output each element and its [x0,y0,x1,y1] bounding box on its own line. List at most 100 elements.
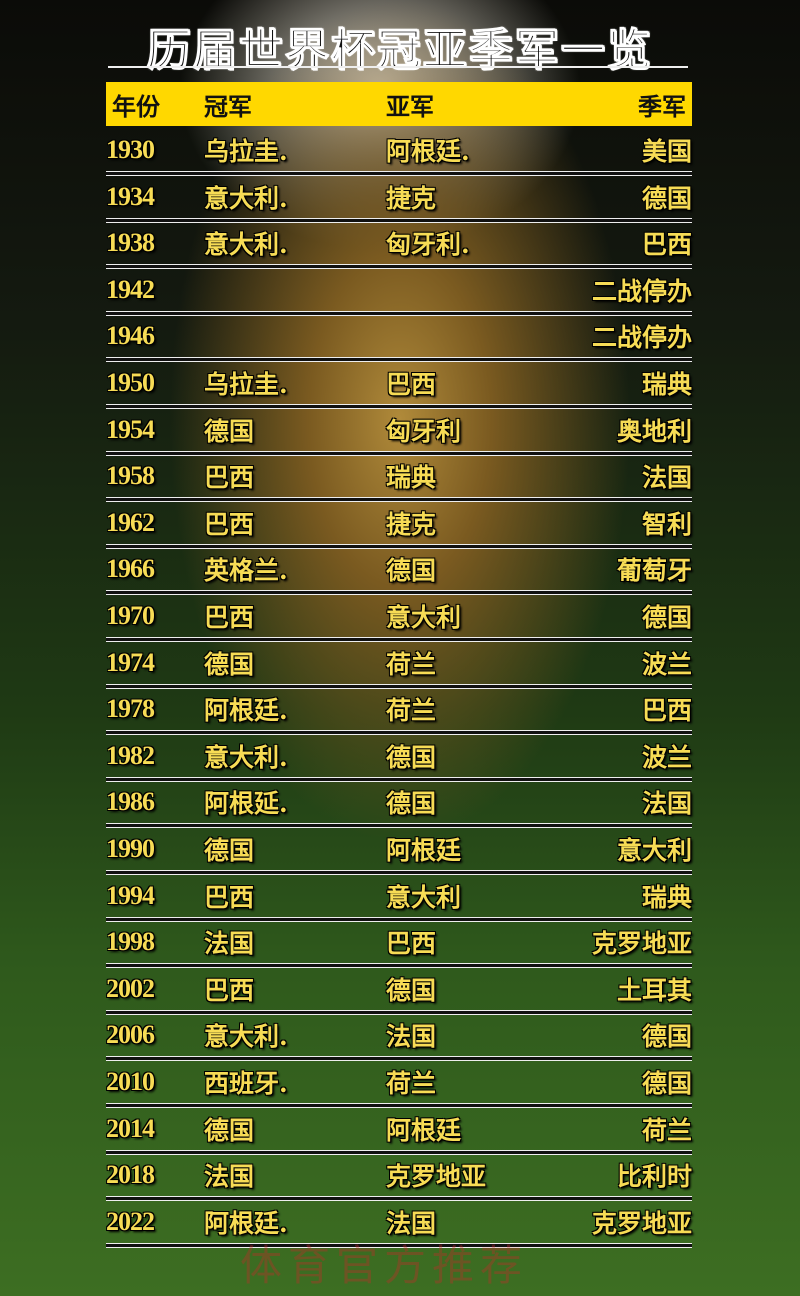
cell-runner-up: 法国 [386,1208,437,1238]
table-row: 1986 阿根延. 德国 法国 [106,782,692,829]
cell-runner-up: 意大利 [386,882,462,912]
cell-third: 瑞典 [641,882,692,912]
cell-year: 1934 [106,181,155,211]
cell-year: 1930 [106,135,155,164]
table-row: 1930 乌拉圭. 阿根廷. 美国 [106,130,692,176]
cell-year: 1974 [106,647,155,677]
header-third: 季军 [638,91,686,121]
cell-third: 比利时 [616,1162,692,1192]
cell-runner-up: 阿根廷 [386,836,462,865]
page-title: 历届世界杯冠亚季军一览 [147,25,653,77]
cell-runner-up: 德国 [386,742,437,772]
cell-year: 1998 [106,927,155,957]
table-row: 2010 西班牙. 荷兰 德国 [106,1062,692,1108]
cell-third: 葡萄牙 [616,556,692,586]
cell-year: 1966 [106,554,155,584]
cell-third: 意大利 [616,836,692,865]
table-row: 1978 阿根廷. 荷兰 巴西 [106,689,692,736]
cell-champion: 西班牙. [204,1069,288,1098]
cell-year: 2010 [106,1067,155,1096]
cell-champion: 巴西 [204,463,255,493]
cell-year: 2006 [106,1020,155,1050]
table-row: 1942 二战停办 [106,270,692,316]
cell-year: 2014 [106,1113,155,1143]
table-row: 1974 德国 荷兰 波兰 [106,643,692,689]
table-row: 1946 二战停办 [106,316,692,363]
cell-runner-up: 克罗地亚 [386,1162,487,1192]
cell-third: 德国 [641,1069,692,1098]
table-row: 2022 阿根廷. 法国 克罗地亚 [106,1202,692,1248]
table-row: 1958 巴西 瑞典 法国 [106,456,692,503]
cell-year: 2022 [106,1206,155,1236]
cell-runner-up: 德国 [386,975,437,1005]
cell-third: 巴西 [641,696,692,726]
cell-runner-up: 荷兰 [386,1069,437,1098]
cell-third: 克罗地亚 [591,1208,692,1238]
cell-runner-up: 捷克 [386,183,437,213]
table-row: 1938 意大利. 匈牙利. 巴西 [106,223,692,270]
cell-third: 荷兰 [641,1115,692,1145]
cell-champion: 意大利. [204,230,288,260]
table-row: 2018 法国 克罗地亚 比利时 [106,1155,692,1202]
cell-champion: 德国 [204,836,255,865]
cell-third: 土耳其 [616,975,692,1005]
cell-year: 2002 [106,973,155,1003]
cell-third: 德国 [641,1022,692,1052]
cell-champion: 阿根廷. [204,696,288,726]
cell-third: 德国 [641,603,692,632]
cell-runner-up: 荷兰 [386,649,437,679]
cell-year: 1946 [106,321,155,351]
cell-runner-up: 匈牙利. [386,230,470,260]
cell-runner-up: 捷克 [386,509,437,539]
cell-third: 智利 [641,509,692,539]
table-header: 年份 冠军 亚军 季军 [106,82,692,126]
cell-third: 美国 [641,137,692,166]
cell-champion: 法国 [204,1162,255,1192]
cell-runner-up: 阿根廷 [386,1115,462,1145]
cell-runner-up: 阿根廷. [386,137,470,166]
cell-champion: 德国 [204,416,255,446]
table-row: 2006 意大利. 法国 德国 [106,1015,692,1062]
cell-runner-up: 瑞典 [386,463,437,493]
cell-third: 二战停办 [591,323,692,353]
table-row: 1994 巴西 意大利 瑞典 [106,876,692,922]
cell-runner-up: 法国 [386,1022,437,1052]
cell-year: 1938 [106,228,155,258]
cell-third: 克罗地亚 [591,929,692,959]
cell-year: 1942 [106,274,155,304]
cell-year: 1954 [106,414,155,444]
cell-third: 奥地利 [616,416,692,446]
table-row: 1954 德国 匈牙利 奥地利 [106,410,692,456]
cell-year: 1994 [106,880,155,910]
cell-year: 1962 [106,507,155,537]
cell-champion: 意大利. [204,742,288,772]
cell-third: 巴西 [641,230,692,260]
cell-year: 1990 [106,834,155,863]
header-runner-up: 亚军 [386,91,434,121]
title-underline [108,66,688,68]
cell-champion: 英格兰. [204,556,288,586]
cell-third: 法国 [641,789,692,819]
cell-year: 1978 [106,694,155,724]
cell-runner-up: 巴西 [386,929,437,959]
cell-runner-up: 匈牙利 [386,416,462,446]
cell-champion: 法国 [204,929,255,959]
cell-year: 1958 [106,461,155,491]
watermark: 体育官方推荐 [240,1241,529,1290]
cell-runner-up: 德国 [386,556,437,586]
table-row: 1934 意大利. 捷克 德国 [106,177,692,223]
table-row: 1990 德国 阿根廷 意大利 [106,829,692,875]
cell-third: 法国 [641,463,692,493]
cell-champion: 乌拉圭. [204,370,288,399]
cell-champion: 德国 [204,649,255,679]
cell-champion: 巴西 [204,882,255,912]
cell-year: 2018 [106,1160,155,1190]
table-row: 1950 乌拉圭. 巴西 瑞典 [106,363,692,409]
cell-champion: 意大利. [204,183,288,213]
table-row: 1970 巴西 意大利 德国 [106,596,692,642]
cell-champion: 巴西 [204,509,255,539]
cell-champion: 巴西 [204,975,255,1005]
cell-third: 二战停办 [591,276,692,306]
cell-champion: 阿根廷. [204,1208,288,1238]
cell-year: 1950 [106,368,155,397]
